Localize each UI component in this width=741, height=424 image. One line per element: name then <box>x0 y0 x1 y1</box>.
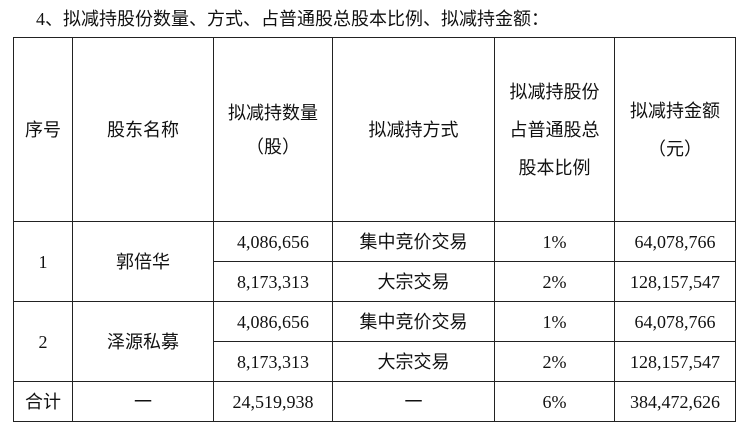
total-name-cell: 一 <box>72 381 214 422</box>
index-cell: 1 <box>13 221 73 302</box>
amount-cell: 64,078,766 <box>614 221 736 262</box>
method-cell: 大宗交易 <box>332 341 495 382</box>
quantity-cell: 8,173,313 <box>213 341 333 382</box>
method-cell: 集中竞价交易 <box>332 221 495 262</box>
table-row: 8,173,313 大宗交易 2% 128,157,547 <box>14 341 736 382</box>
reduction-plan-table: 序号 股东名称 拟减持数量 （股） 拟减持方式 拟减持股份占普通股总股本比例 拟减… <box>13 37 736 422</box>
header-text: 股东名称 <box>107 119 179 140</box>
total-label: 合计 <box>13 381 73 422</box>
total-method: 一 <box>332 381 495 422</box>
header-text: 拟减持股份 <box>509 81 600 102</box>
header-text: 股本比例 <box>518 157 591 178</box>
header-text: （股） <box>246 136 300 157</box>
ratio-cell: 1% <box>494 221 615 262</box>
header-amount: 拟减持金额 （元） <box>614 37 736 222</box>
amount-cell: 128,157,547 <box>614 341 736 382</box>
ratio-cell: 2% <box>494 261 615 302</box>
total-amount: 384,472,626 <box>614 381 736 422</box>
header-text: 占普通股总 <box>509 119 600 140</box>
table-header-row: 序号 股东名称 拟减持数量 （股） 拟减持方式 拟减持股份占普通股总股本比例 拟减… <box>13 37 736 222</box>
shareholder-name-cell: 泽源私募 <box>72 301 214 382</box>
section-heading: 4、拟减持股份数量、方式、占普通股总股本比例、拟减持金额： <box>36 9 549 29</box>
header-index: 序号 <box>13 37 73 222</box>
quantity-cell: 4,086,656 <box>213 221 333 262</box>
quantity-cell: 4,086,656 <box>213 301 333 342</box>
header-text: 拟减持数量 <box>228 102 318 123</box>
header-quantity: 拟减持数量 （股） <box>213 37 333 222</box>
header-ratio: 拟减持股份占普通股总股本比例 <box>494 37 615 222</box>
method-cell: 集中竞价交易 <box>332 301 495 342</box>
total-quantity: 24,519,938 <box>213 381 333 422</box>
header-method: 拟减持方式 <box>332 37 495 222</box>
header-text: 拟减持方式 <box>368 119 459 140</box>
total-row: 合计 一 24,519,938 一 6% 384,472,626 <box>13 381 736 422</box>
method-cell: 大宗交易 <box>332 261 495 302</box>
total-ratio: 6% <box>494 381 615 422</box>
table-row: 1 郭倍华 4,086,656 集中竞价交易 1% 64,078,766 <box>13 221 736 302</box>
ratio-cell: 1% <box>494 301 615 342</box>
quantity-cell: 8,173,313 <box>213 261 333 302</box>
header-text: 序号 <box>25 119 61 140</box>
amount-cell: 64,078,766 <box>614 301 736 342</box>
header-shareholder: 股东名称 <box>72 37 214 222</box>
header-text: （元） <box>648 138 702 159</box>
shareholder-name-cell: 郭倍华 <box>72 221 214 302</box>
index-cell: 2 <box>13 301 73 382</box>
ratio-cell: 2% <box>494 341 615 382</box>
header-text: 拟减持金额 <box>630 100 720 121</box>
table-row: 8,173,313 大宗交易 2% 128,157,547 <box>14 261 736 302</box>
table-row: 2 泽源私募 4,086,656 集中竞价交易 1% 64,078,766 <box>13 301 736 382</box>
amount-cell: 128,157,547 <box>614 261 736 302</box>
